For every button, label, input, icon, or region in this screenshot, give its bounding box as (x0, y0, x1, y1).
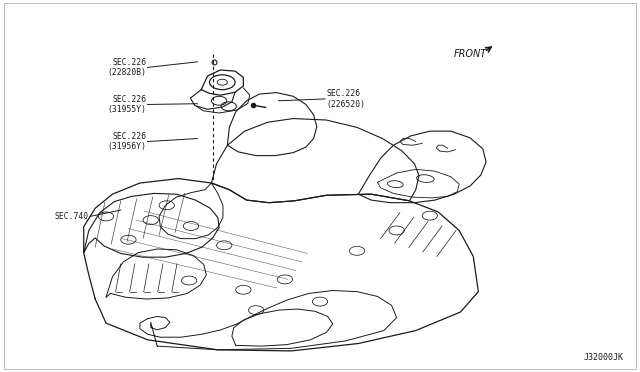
Text: SEC.226
(22820B): SEC.226 (22820B) (108, 58, 147, 77)
Text: J32000JK: J32000JK (583, 353, 623, 362)
Text: SEC.740: SEC.740 (54, 212, 89, 221)
Text: SEC.226
(31956Y): SEC.226 (31956Y) (108, 132, 147, 151)
Text: SEC.226
(226520): SEC.226 (226520) (326, 89, 365, 109)
Text: SEC.226
(31955Y): SEC.226 (31955Y) (108, 94, 147, 114)
Text: FRONT: FRONT (454, 49, 487, 60)
